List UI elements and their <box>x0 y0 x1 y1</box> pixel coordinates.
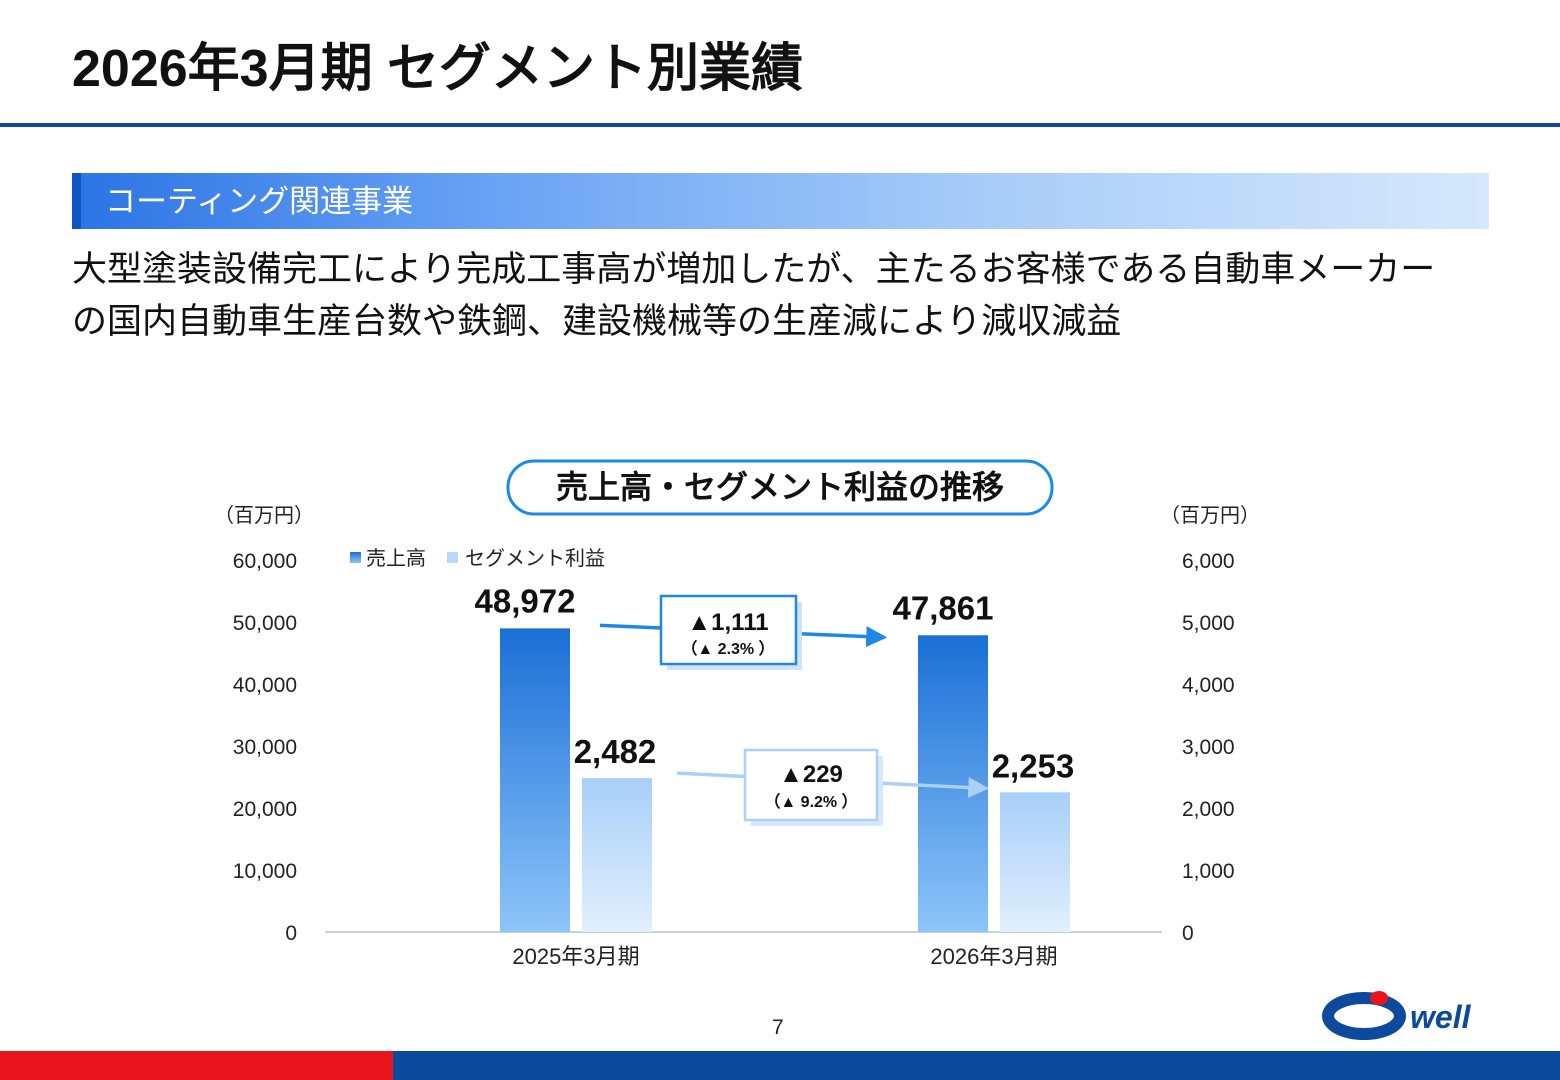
right-axis-tick: 2,000 <box>1182 798 1235 821</box>
left-axis-tick: 0 <box>285 922 297 945</box>
description-line-1: 大型塗装設備完工により完成工事高が増加したが、主たるお客様である自動車メーカー <box>72 250 1436 289</box>
segment-description: 大型塗装設備完工により完成工事高が増加したが、主たるお客様である自動車メーカー … <box>72 244 1502 348</box>
section-header-bar: コーティング関連事業 <box>72 173 1489 229</box>
sales-bar <box>918 635 988 932</box>
x-axis-category-label: 2025年3月期 <box>512 944 639 969</box>
footer-blue-band <box>393 1051 1560 1080</box>
section-accent-stripe <box>72 173 81 229</box>
legend-swatch-profit <box>447 552 458 563</box>
profit-change-value: ▲229 <box>779 761 843 788</box>
legend-label-profit: セグメント利益 <box>465 547 605 570</box>
right-axis-tick: 6,000 <box>1182 550 1235 573</box>
left-axis-tick: 40,000 <box>233 674 297 697</box>
legend-label-sales: 売上高 <box>366 547 426 570</box>
left-axis-tick: 50,000 <box>233 612 297 635</box>
chart-title: 売上高・セグメント利益の推移 <box>556 469 1004 505</box>
legend-swatch-sales <box>350 552 361 563</box>
sales-change-percent: （▲ 2.3% ） <box>681 640 774 658</box>
profit-change-percent: （▲ 9.2% ） <box>764 793 857 811</box>
left-axis-tick: 30,000 <box>233 736 297 759</box>
footer-red-band <box>0 1051 393 1080</box>
page-title: 2026年3月期 セグメント別業績 <box>72 40 804 98</box>
section-label: コーティング関連事業 <box>105 184 414 219</box>
right-axis-unit: （百万円） <box>1160 504 1260 527</box>
chart-title-pill <box>506 459 1054 516</box>
logo-ring <box>1322 992 1406 1040</box>
sales-bar <box>500 628 570 932</box>
profit-bar-label: 2,482 <box>574 733 657 770</box>
segment-chart: 売上高・セグメント利益の推移 （百万円） （百万円） 売上高 セグメント利益 6… <box>214 459 1260 969</box>
left-axis-unit: （百万円） <box>214 504 314 527</box>
profit-change-box <box>743 748 879 822</box>
logo-wordmark: well <box>1410 999 1472 1035</box>
left-axis-tick: 60,000 <box>233 550 297 573</box>
sales-change-value: ▲1,111 <box>687 609 768 636</box>
sales-bar-label: 48,972 <box>475 582 576 619</box>
left-axis-tick: 10,000 <box>233 860 297 883</box>
x-axis-category-label: 2026年3月期 <box>930 944 1057 969</box>
right-axis-tick: 0 <box>1182 922 1194 945</box>
owell-logo: well <box>1322 991 1472 1040</box>
left-axis-tick: 20,000 <box>233 798 297 821</box>
right-axis-tick: 5,000 <box>1182 612 1235 635</box>
title-divider <box>0 123 1560 127</box>
description-line-2: の国内自動車生産台数や鉄鋼、建設機械等の生産減により減収減益 <box>72 302 1122 341</box>
right-axis-tick: 3,000 <box>1182 736 1235 759</box>
profit-bar-label: 2,253 <box>992 747 1075 784</box>
profit-bar <box>582 778 652 932</box>
right-axis-tick: 4,000 <box>1182 674 1235 697</box>
logo-dot <box>1370 991 1388 1005</box>
profit-bar <box>1000 792 1070 932</box>
sales-change-box <box>659 594 798 666</box>
page-number: 7 <box>772 1016 784 1039</box>
right-axis-tick: 1,000 <box>1182 860 1235 883</box>
sales-bar-label: 47,861 <box>893 589 994 626</box>
